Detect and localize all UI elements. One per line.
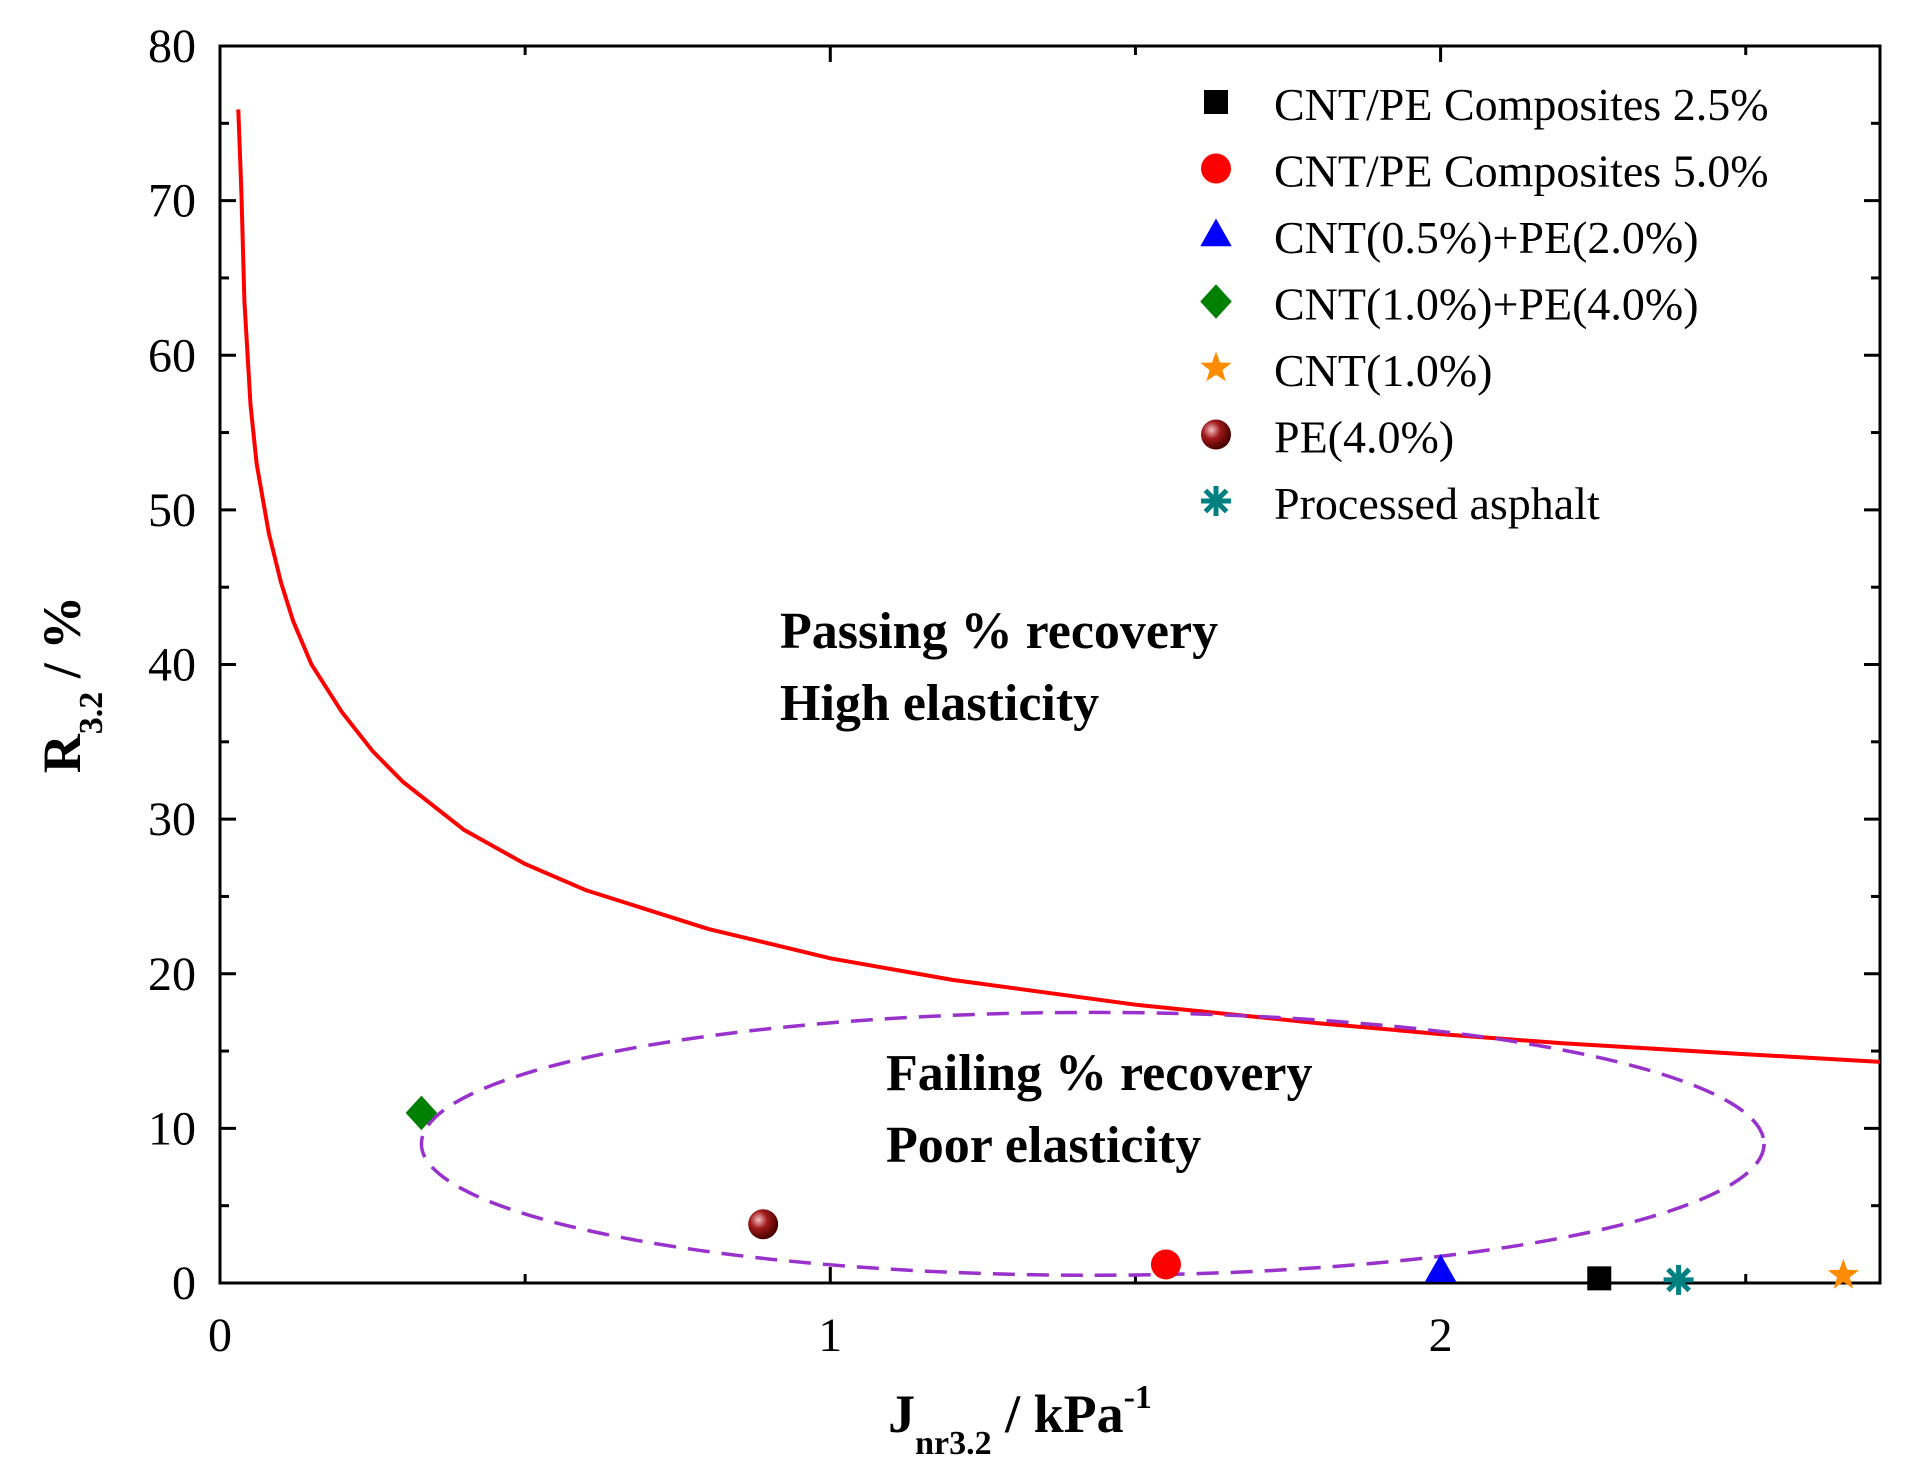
- legend-item: CNT(1.0%): [1200, 345, 1492, 396]
- legend-item: CNT(0.5%)+PE(2.0%): [1200, 212, 1699, 263]
- data-point: [1663, 1264, 1694, 1295]
- x-tick-label: 2: [1429, 1309, 1453, 1362]
- region-label-line: Passing % recovery: [780, 603, 1218, 660]
- data-points: [405, 1095, 1860, 1295]
- threshold-curve: [236, 109, 1880, 1064]
- y-axis-ticks: 0 10 20 30 40 50 60 70 80: [148, 20, 1880, 1310]
- legend-item: Processed asphalt: [1201, 478, 1600, 529]
- legend-item: CNT/PE Composites 2.5%: [1204, 79, 1769, 130]
- data-point: [1424, 1254, 1457, 1282]
- legend-label: PE(4.0%): [1274, 412, 1454, 463]
- y-tick-label: 10: [148, 1102, 196, 1155]
- x-tick-label: 0: [208, 1309, 232, 1362]
- y-axis-title: R3.2 / %: [32, 596, 110, 774]
- legend-label: CNT(1.0%)+PE(4.0%): [1274, 279, 1699, 330]
- failing-region-ellipse: [419, 1010, 1766, 1278]
- y-axis-title-main: R: [32, 733, 92, 773]
- legend-label: CNT(1.0%): [1274, 345, 1492, 396]
- legend-marker: [1204, 90, 1228, 114]
- legend-label: CNT/PE Composites 2.5%: [1274, 79, 1769, 130]
- y-tick-label: 80: [148, 20, 196, 73]
- legend-marker: [1200, 284, 1232, 319]
- legend-marker: [1201, 153, 1231, 184]
- y-axis-title-unit: / %: [32, 596, 92, 692]
- x-tick-label: 1: [818, 1309, 842, 1362]
- data-point: [1150, 1249, 1181, 1280]
- y-tick-label: 60: [148, 329, 196, 382]
- x-axis-title-sub: nr3.2: [915, 1425, 992, 1462]
- legend-marker: [1200, 351, 1232, 382]
- region-label-line: Poor elasticity: [886, 1117, 1201, 1174]
- legend-label: CNT(0.5%)+PE(2.0%): [1274, 212, 1699, 263]
- y-axis-title-sub: 3.2: [73, 692, 110, 735]
- y-tick-label: 20: [148, 948, 196, 1001]
- y-tick-label: 0: [172, 1257, 196, 1310]
- y-tick-label: 70: [148, 175, 196, 228]
- x-axis-title-main: J: [888, 1384, 915, 1444]
- y-tick-label: 50: [148, 484, 196, 537]
- x-axis-title: Jnr3.2 / kPa-1: [888, 1379, 1152, 1462]
- x-axis-title-unit: / kPa: [992, 1384, 1124, 1444]
- passing-region-label: Passing % recovery High elasticity: [780, 603, 1218, 732]
- data-point: [1827, 1258, 1860, 1289]
- legend-label: CNT/PE Composites 5.0%: [1274, 146, 1769, 197]
- data-point: [405, 1095, 438, 1131]
- region-label-line: Failing % recovery: [886, 1045, 1313, 1102]
- legend-label: Processed asphalt: [1274, 478, 1600, 529]
- legend-marker: [1200, 218, 1232, 247]
- data-point: [748, 1209, 779, 1240]
- legend-item: CNT(1.0%)+PE(4.0%): [1200, 279, 1699, 330]
- legend-item: CNT/PE Composites 5.0%: [1201, 146, 1769, 197]
- legend: CNT/PE Composites 2.5% CNT/PE Composites …: [1200, 79, 1769, 529]
- legend-marker: [1201, 419, 1231, 450]
- x-axis-title-sup: -1: [1124, 1379, 1152, 1416]
- data-point: [1587, 1266, 1612, 1291]
- legend-item: PE(4.0%): [1201, 412, 1454, 463]
- region-label-line: High elasticity: [780, 675, 1099, 732]
- y-tick-label: 30: [148, 793, 196, 846]
- x-axis-ticks: 0 1 2: [208, 46, 1748, 1362]
- y-tick-label: 40: [148, 639, 196, 692]
- legend-marker: [1201, 486, 1231, 516]
- failing-region-label: Failing % recovery Poor elasticity: [886, 1045, 1313, 1174]
